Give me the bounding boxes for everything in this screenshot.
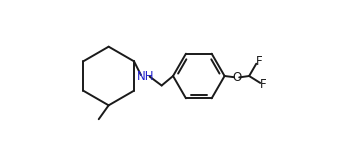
Text: F: F xyxy=(256,55,262,68)
Text: NH: NH xyxy=(137,69,154,83)
Text: O: O xyxy=(232,71,241,85)
Text: F: F xyxy=(260,78,267,91)
